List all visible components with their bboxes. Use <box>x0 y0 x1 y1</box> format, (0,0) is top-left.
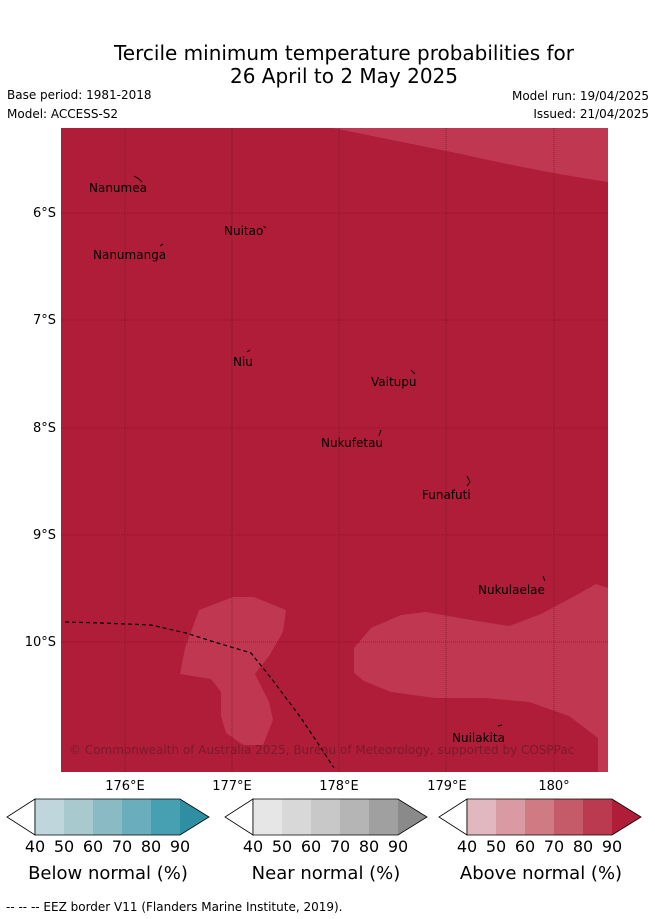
colorbar-below-under <box>6 798 36 836</box>
x-tick-177e: 177°E <box>212 779 252 794</box>
colorbar-near-80-90 <box>369 799 398 835</box>
map-area: Nanumea Nuitao Nanumanga Niu Vaitupu Nuk… <box>61 128 608 772</box>
cb1-tick-60: 60 <box>82 837 104 856</box>
base-period: Base period: 1981-2018 <box>7 88 152 102</box>
island-nuilakita <box>497 724 503 727</box>
model-name: Model: ACCESS-S2 <box>7 107 119 121</box>
cb2-tick-70: 70 <box>329 837 351 856</box>
label-nanumea: Nanumea <box>89 181 147 195</box>
island-nukulaelae <box>542 575 546 582</box>
cb3-tick-80: 80 <box>572 837 594 856</box>
island-nanumanga <box>159 243 164 247</box>
region-above-80-west <box>180 597 286 745</box>
label-funafuti: Funafuti <box>422 488 471 502</box>
cb1-tick-50: 50 <box>53 837 75 856</box>
colorbar-below-50-60 <box>64 799 93 835</box>
issued-date: Issued: 21/04/2025 <box>533 107 649 121</box>
colorbar-near-label: Near normal (%) <box>251 863 401 884</box>
colorbar-below-label: Below normal (%) <box>28 863 188 884</box>
colorbar-above-over <box>612 799 641 835</box>
island-nanumea <box>133 175 143 183</box>
y-tick-10s: 10°S <box>24 635 56 650</box>
cb1-tick-40: 40 <box>24 837 46 856</box>
y-tick-9s: 9°S <box>32 528 56 543</box>
island-nukufetau <box>378 429 382 437</box>
colorbar-above-40-50 <box>467 799 496 835</box>
title-line-2: 26 April to 2 May 2025 <box>230 64 458 88</box>
cb3-tick-50: 50 <box>485 837 507 856</box>
colorbar-below-over <box>180 799 209 835</box>
cb2-tick-60: 60 <box>300 837 322 856</box>
cb3-tick-90: 90 <box>601 837 623 856</box>
colorbar-near-40-50 <box>253 799 282 835</box>
island-vaitupu <box>410 369 416 375</box>
map-title: Tercile minimum temperature probabilitie… <box>0 42 655 88</box>
y-tick-7s: 7°S <box>32 313 56 328</box>
probability-map: Nanumea Nuitao Nanumanga Niu Vaitupu Nuk… <box>61 128 608 772</box>
colorbar-near-50-60 <box>282 799 311 835</box>
cb1-tick-70: 70 <box>111 837 133 856</box>
cb3-tick-40: 40 <box>456 837 478 856</box>
region-above-80-southeast <box>354 584 608 772</box>
model-run: Model run: 19/04/2025 <box>511 89 649 103</box>
island-nuitao <box>262 225 267 229</box>
colorbar-below-70-80 <box>122 799 151 835</box>
label-nukufetau: Nukufetau <box>321 436 383 450</box>
region-above-80-north <box>333 128 608 182</box>
label-nuitao: Nuitao <box>224 224 263 238</box>
colorbar-above-70-80 <box>554 799 583 835</box>
cb1-tick-80: 80 <box>140 837 162 856</box>
label-niu: Niu <box>233 355 253 369</box>
label-nukulaelae: Nukulaelae <box>478 583 545 597</box>
colorbar-near-under <box>224 798 254 836</box>
island-funafuti <box>466 475 471 487</box>
y-tick-8s: 8°S <box>32 421 56 436</box>
colorbar-below-40-50 <box>35 799 64 835</box>
label-nanumanga: Nanumanga <box>93 248 166 262</box>
colorbar-above-normal <box>438 798 642 836</box>
x-tick-176e: 176°E <box>105 779 145 794</box>
colorbar-near-normal <box>224 798 428 836</box>
cb2-tick-80: 80 <box>358 837 380 856</box>
y-tick-6s: 6°S <box>32 206 56 221</box>
label-nuilakita: Nuilakita <box>452 731 505 745</box>
colorbar-above-50-60 <box>496 799 525 835</box>
colorbar-above-60-70 <box>525 799 554 835</box>
label-vaitupu: Vaitupu <box>371 375 417 389</box>
island-outlines <box>133 175 546 727</box>
cb1-tick-90: 90 <box>169 837 191 856</box>
colorbar-near-70-80 <box>340 799 369 835</box>
cb3-tick-70: 70 <box>543 837 565 856</box>
colorbar-below-60-70 <box>93 799 122 835</box>
cb2-tick-50: 50 <box>271 837 293 856</box>
eez-border-line <box>64 621 335 769</box>
colorbar-near-60-70 <box>311 799 340 835</box>
colorbar-below-normal <box>6 798 210 836</box>
cb2-tick-40: 40 <box>242 837 264 856</box>
eez-footer-note: -- -- -- EEZ border V11 (Flanders Marine… <box>6 900 343 914</box>
colorbar-above-label: Above normal (%) <box>459 863 623 884</box>
copyright-notice: © Commonwealth of Australia 2025, Bureau… <box>69 743 574 757</box>
x-tick-178e: 178°E <box>319 779 359 794</box>
title-line-1: Tercile minimum temperature probabilitie… <box>113 41 575 65</box>
graticule <box>61 128 608 772</box>
cb3-tick-60: 60 <box>514 837 536 856</box>
x-tick-180: 180° <box>538 779 570 794</box>
colorbar-above-under <box>438 798 468 836</box>
colorbar-near-over <box>398 799 427 835</box>
island-niu <box>246 349 251 353</box>
x-tick-179e: 179°E <box>427 779 467 794</box>
colorbar-below-80-90 <box>151 799 180 835</box>
cb2-tick-90: 90 <box>387 837 409 856</box>
colorbar-above-80-90 <box>583 799 612 835</box>
